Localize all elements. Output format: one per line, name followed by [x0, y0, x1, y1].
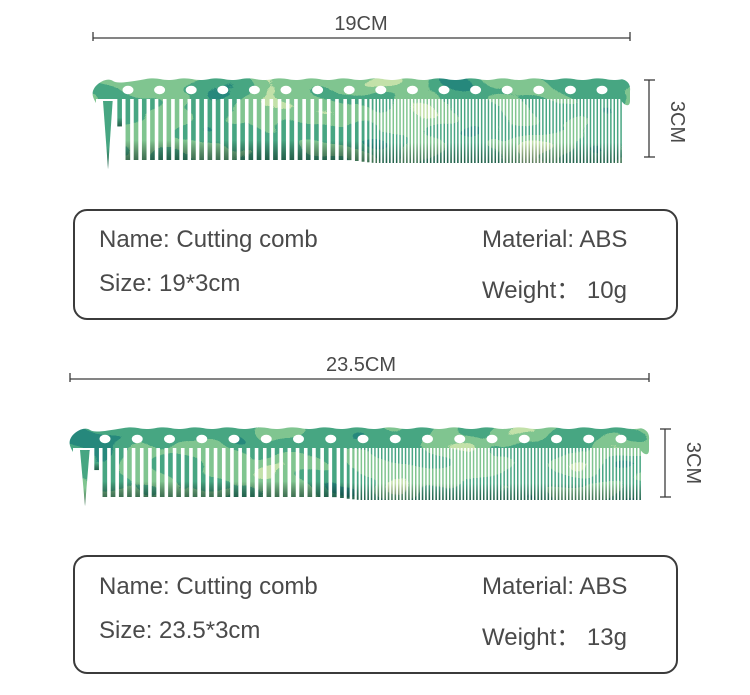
svg-text:3CM: 3CM [682, 442, 704, 484]
svg-text:23.5CM: 23.5CM [326, 354, 396, 376]
svg-text:3CM: 3CM [666, 101, 688, 143]
svg-text:19CM: 19CM [334, 13, 387, 35]
